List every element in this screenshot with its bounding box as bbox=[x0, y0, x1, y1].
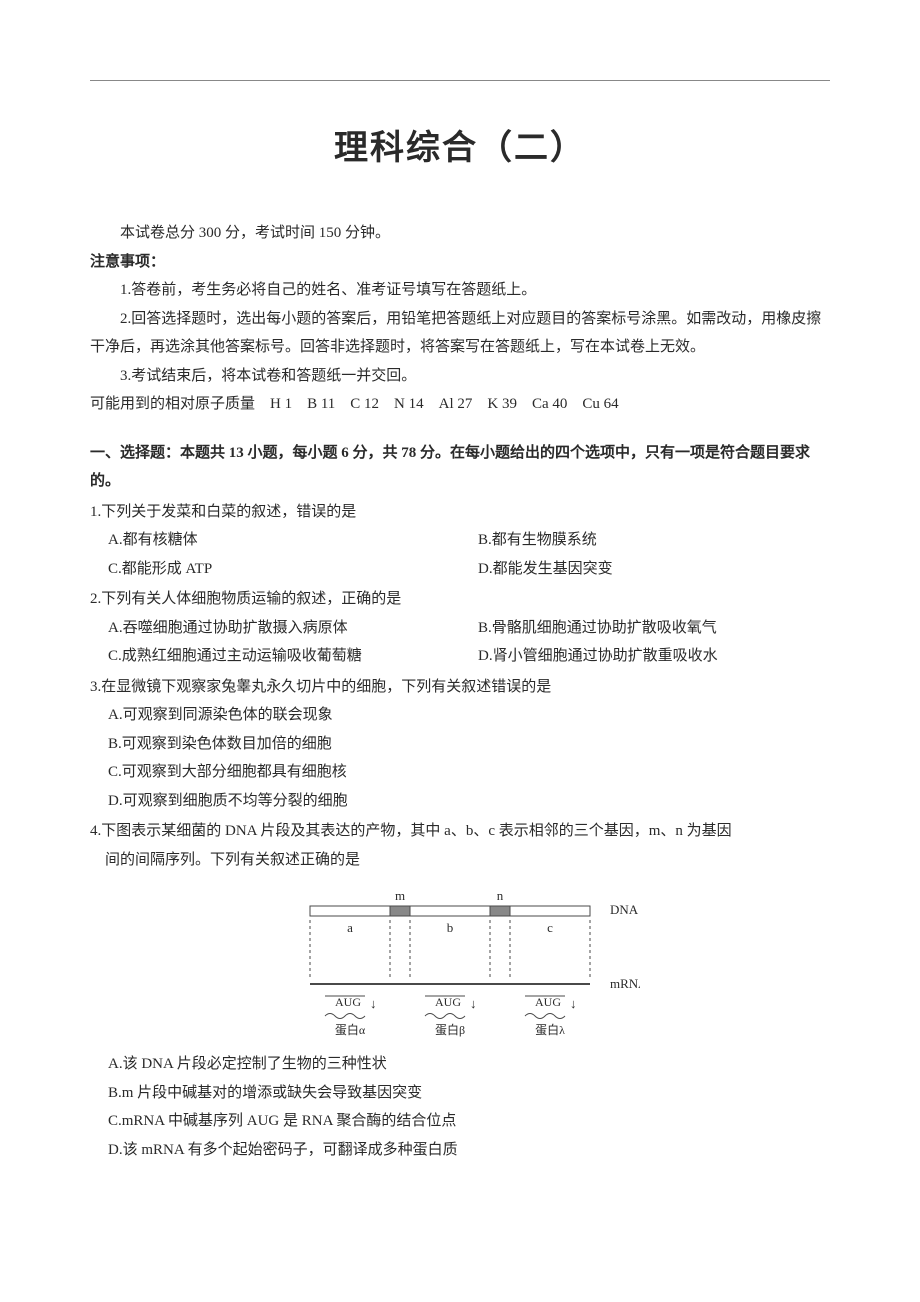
intro-line: 本试卷总分 300 分，考试时间 150 分钟。 bbox=[90, 219, 830, 248]
q4-diagram-wrap: m n a b c DNA mRNA AUG ↓ 蛋白α bbox=[90, 884, 830, 1044]
mrna-label: mRNA bbox=[610, 976, 640, 991]
codon-2: AUG bbox=[435, 995, 461, 1009]
q4-optD: D.该 mRNA 有多个起始密码子，可翻译成多种蛋白质 bbox=[90, 1136, 830, 1165]
gene-b-label: b bbox=[447, 920, 454, 935]
q2-optD: D.肾小管细胞通过协助扩散重吸收水 bbox=[460, 642, 830, 671]
gene-c-box bbox=[510, 906, 590, 916]
protein-lambda-label: 蛋白λ bbox=[535, 1022, 565, 1037]
gene-b-box bbox=[410, 906, 490, 916]
q1-stem: 1.下列关于发菜和白菜的叙述，错误的是 bbox=[90, 498, 830, 527]
gene-a-label: a bbox=[347, 920, 353, 935]
notice-item-3: 3.考试结束后，将本试卷和答题纸一并交回。 bbox=[90, 362, 830, 391]
arrow-down-icon-1: ↓ bbox=[370, 996, 377, 1011]
q2-stem: 2.下列有关人体细胞物质运输的叙述，正确的是 bbox=[90, 585, 830, 614]
spacer-m-label: m bbox=[395, 888, 405, 903]
dna-label: DNA bbox=[610, 902, 639, 917]
q4-stem-1: 4.下图表示某细菌的 DNA 片段及其表达的产物，其中 a、b、c 表示相邻的三… bbox=[90, 817, 830, 846]
q1-optD: D.都能发生基因突变 bbox=[460, 555, 830, 584]
codon-3: AUG bbox=[535, 995, 561, 1009]
q4-diagram: m n a b c DNA mRNA AUG ↓ 蛋白α bbox=[280, 884, 640, 1044]
arrow-down-icon-3: ↓ bbox=[570, 996, 577, 1011]
top-rule bbox=[90, 80, 830, 81]
protein-alpha-label: 蛋白α bbox=[335, 1022, 366, 1037]
spacer-m-box bbox=[390, 906, 410, 916]
q4-stem-2: 间的间隔序列。下列有关叙述正确的是 bbox=[90, 846, 830, 875]
q2-optB: B.骨骼肌细胞通过协助扩散吸收氧气 bbox=[460, 614, 830, 643]
codon-1: AUG bbox=[335, 995, 361, 1009]
notice-item-2: 2.回答选择题时，选出每小题的答案后，用铅笔把答题纸上对应题目的答案标号涂黑。如… bbox=[90, 305, 830, 362]
squiggle-1 bbox=[325, 1014, 365, 1019]
arrow-down-icon-2: ↓ bbox=[470, 996, 477, 1011]
gene-c-label: c bbox=[547, 920, 553, 935]
section-1-heading: 一、选择题：本题共 13 小题，每小题 6 分，共 78 分。在每小题给出的四个… bbox=[90, 439, 830, 496]
q3-optB: B.可观察到染色体数目加倍的细胞 bbox=[90, 730, 830, 759]
notice-item-2-text: 2.回答选择题时，选出每小题的答案后，用铅笔把答题纸上对应题目的答案标号涂黑。如… bbox=[90, 311, 821, 356]
q1-optB: B.都有生物膜系统 bbox=[460, 526, 830, 555]
spacer-n-box bbox=[490, 906, 510, 916]
notice-item-1: 1.答卷前，考生务必将自己的姓名、准考证号填写在答题纸上。 bbox=[90, 276, 830, 305]
q4-optA: A.该 DNA 片段必定控制了生物的三种性状 bbox=[90, 1050, 830, 1079]
q1-options: A.都有核糖体 C.都能形成 ATP B.都有生物膜系统 D.都能发生基因突变 bbox=[90, 526, 830, 583]
q2-optA: A.吞噬细胞通过协助扩散摄入病原体 bbox=[90, 614, 460, 643]
q1-col-right: B.都有生物膜系统 D.都能发生基因突变 bbox=[460, 526, 830, 583]
q3-optD: D.可观察到细胞质不均等分裂的细胞 bbox=[90, 787, 830, 816]
q1-col-left: A.都有核糖体 C.都能形成 ATP bbox=[90, 526, 460, 583]
q2-options: A.吞噬细胞通过协助扩散摄入病原体 C.成熟红细胞通过主动运输吸收葡萄糖 B.骨… bbox=[90, 614, 830, 671]
q3-stem: 3.在显微镜下观察家兔睾丸永久切片中的细胞，下列有关叙述错误的是 bbox=[90, 673, 830, 702]
q1-optC: C.都能形成 ATP bbox=[90, 555, 460, 584]
q2-col-right: B.骨骼肌细胞通过协助扩散吸收氧气 D.肾小管细胞通过协助扩散重吸收水 bbox=[460, 614, 830, 671]
protein-beta-label: 蛋白β bbox=[435, 1022, 465, 1037]
q3-optC: C.可观察到大部分细胞都具有细胞核 bbox=[90, 758, 830, 787]
squiggle-2 bbox=[425, 1014, 465, 1019]
gene-a-box bbox=[310, 906, 390, 916]
q2-col-left: A.吞噬细胞通过协助扩散摄入病原体 C.成熟红细胞通过主动运输吸收葡萄糖 bbox=[90, 614, 460, 671]
q4-optC: C.mRNA 中碱基序列 AUG 是 RNA 聚合酶的结合位点 bbox=[90, 1107, 830, 1136]
q2-optC: C.成熟红细胞通过主动运输吸收葡萄糖 bbox=[90, 642, 460, 671]
spacer-n-label: n bbox=[497, 888, 504, 903]
atomic-mass-line: 可能用到的相对原子质量 H 1 B 11 C 12 N 14 Al 27 K 3… bbox=[90, 390, 830, 419]
q3-optA: A.可观察到同源染色体的联会现象 bbox=[90, 701, 830, 730]
q4-optB: B.m 片段中碱基对的增添或缺失会导致基因突变 bbox=[90, 1079, 830, 1108]
page-title: 理科综合（二） bbox=[90, 120, 830, 169]
notice-label: 注意事项： bbox=[90, 248, 830, 277]
squiggle-3 bbox=[525, 1014, 565, 1019]
q1-optA: A.都有核糖体 bbox=[90, 526, 460, 555]
